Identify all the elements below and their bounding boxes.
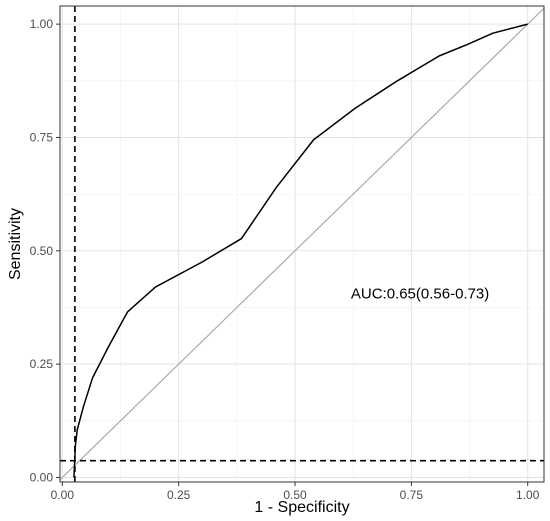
grid-minor [60, 6, 544, 482]
grid-major [60, 6, 544, 482]
y-tick-label: 0.75 [30, 130, 54, 144]
auc-annotation: AUC:0.65(0.56-0.73) [351, 285, 489, 302]
y-tick-label: 0.50 [30, 244, 54, 258]
roc-curve-line [73, 23, 528, 478]
y-tick-label: 1.00 [30, 17, 54, 31]
x-tick-label: 0.00 [51, 488, 75, 502]
plot-panel-border [59, 5, 545, 483]
y-axis-ticks: 0.00 0.25 0.50 0.75 1.00 [30, 17, 60, 484]
y-axis-title: Sensitivity [7, 208, 24, 280]
y-tick-label: 0.00 [30, 470, 54, 484]
x-tick-label: 0.25 [167, 488, 191, 502]
x-axis-ticks: 0.00 0.25 0.50 0.75 1.00 [51, 482, 540, 502]
reference-diagonal-line [59, 7, 545, 481]
x-tick-label: 0.50 [283, 488, 307, 502]
series-layer [73, 23, 528, 478]
y-tick-label: 0.25 [30, 357, 54, 371]
x-axis-title: 1 - Specificity [254, 499, 349, 516]
x-tick-label: 0.75 [400, 488, 424, 502]
x-tick-label: 1.00 [516, 488, 540, 502]
